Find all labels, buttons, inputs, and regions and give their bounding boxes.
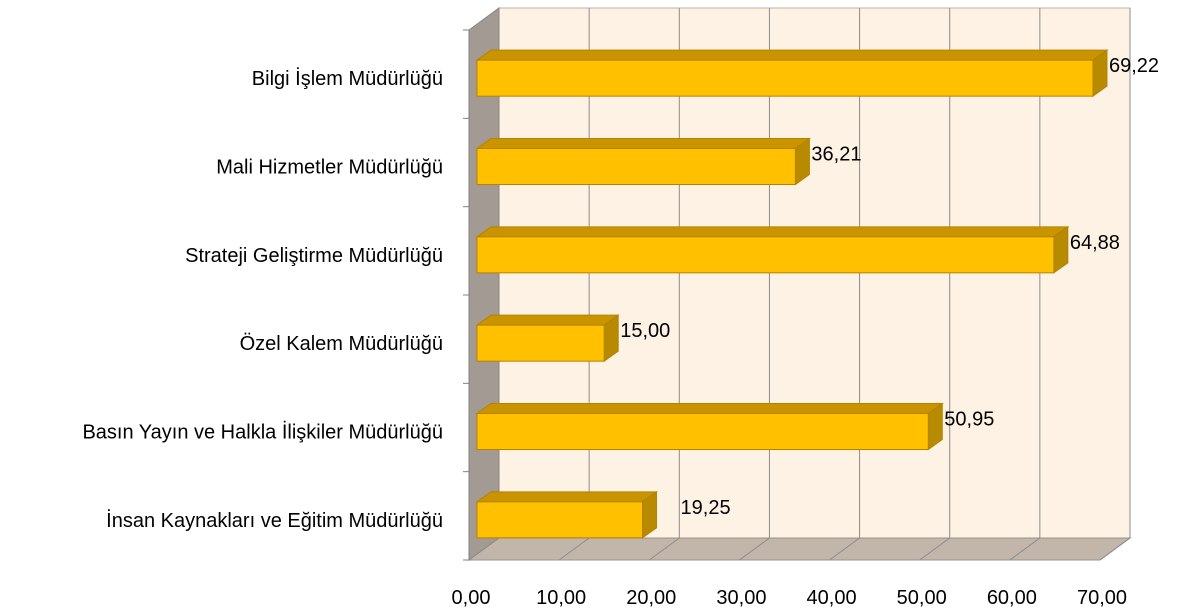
- category-labels: Bilgi İşlem Müdürlüğü Mali Hizmetler Müdü…: [82, 67, 443, 532]
- x-tick-label: 40,00: [807, 587, 857, 609]
- category-label: Strateji Geliştirme Müdürlüğü: [185, 245, 443, 267]
- bar-front-face: [476, 413, 929, 450]
- x-axis-tick-labels: 0,00 10,00 20,00 30,00 40,00 50,00 60,00 70,00: [452, 587, 1128, 609]
- bar: [475, 402, 944, 451]
- floor-gridline: [1009, 537, 1041, 561]
- category-label: Bilgi İşlem Müdürlüğü: [252, 67, 443, 90]
- floor-gridline: [468, 537, 500, 561]
- bar: [475, 137, 811, 186]
- value-label: 15,00: [620, 320, 670, 342]
- x-tick-label: 70,00: [1077, 587, 1127, 609]
- bar-front-face: [476, 236, 1055, 274]
- bars: [475, 49, 1109, 539]
- bar: [475, 490, 659, 539]
- bar: [475, 314, 620, 363]
- value-labels: 69,22 36,21 64,88 15,00 50,95 19,25: [620, 55, 1159, 519]
- floor-gridline: [558, 537, 590, 561]
- bar-top-face: [475, 314, 620, 326]
- x-tick-label: 10,00: [536, 587, 586, 609]
- floor-gridline: [1099, 537, 1131, 561]
- category-label: Özel Kalem Müdürlüğü: [240, 333, 443, 355]
- x-tick-label: 30,00: [716, 587, 766, 609]
- value-label: 36,21: [811, 144, 861, 166]
- value-label: 69,22: [1109, 55, 1159, 77]
- bar: [475, 225, 1070, 274]
- bar: [475, 49, 1109, 98]
- bar-front-face: [476, 324, 605, 362]
- value-label: 64,88: [1070, 232, 1120, 254]
- x-tick-label: 20,00: [626, 587, 676, 609]
- value-label: 19,25: [681, 497, 731, 519]
- floor-gridline: [648, 537, 680, 561]
- floor-gridline: [739, 537, 770, 561]
- floor-gridline: [829, 537, 860, 561]
- x-tick-label: 60,00: [987, 587, 1037, 609]
- bar-top-face: [475, 49, 1109, 61]
- category-label: Basın Yayın ve Halkla İlişkiler Müdürlüğ…: [82, 421, 443, 444]
- floor-gridline: [919, 537, 951, 561]
- bar-front-face: [476, 501, 644, 539]
- floor: [467, 537, 1132, 561]
- bar-top-face: [475, 138, 811, 149]
- bar-front-face: [476, 59, 1094, 97]
- category-label: İnsan Kaynakları ve Eğitim Müdürlüğü: [106, 509, 443, 532]
- category-label: Mali Hizmetler Müdürlüğü: [216, 157, 443, 179]
- x-tick-label: 0,00: [452, 587, 491, 609]
- bar-top-face: [475, 226, 1070, 238]
- bar-top-face: [475, 403, 944, 414]
- x-tick-label: 50,00: [897, 587, 947, 609]
- value-label: 50,95: [944, 409, 994, 431]
- bar-front-face: [476, 148, 796, 185]
- bar-top-face: [475, 491, 659, 503]
